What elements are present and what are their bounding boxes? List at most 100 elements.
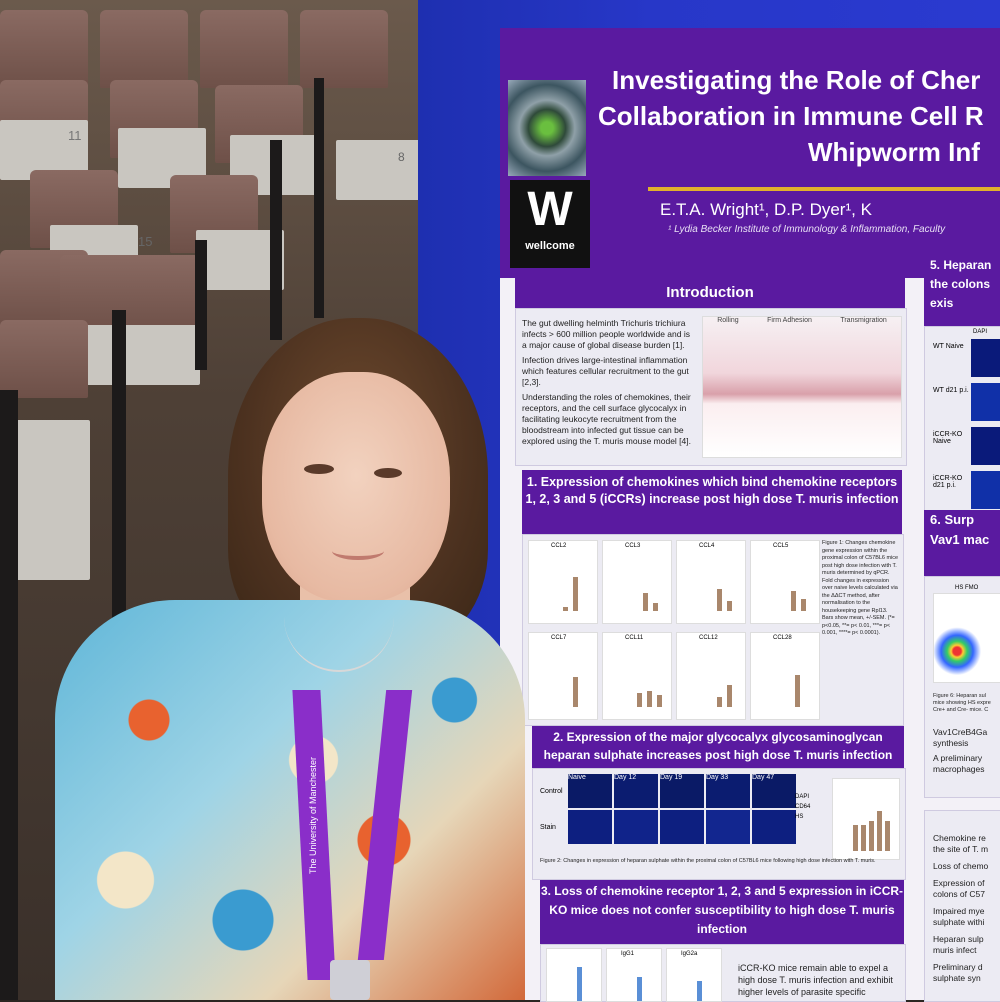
poster-title-line: Whipworm Inf [808, 137, 980, 167]
intro-bullet: Understanding the roles of chemokines, t… [522, 392, 691, 446]
row-label: WT d21 p.i. [933, 387, 969, 394]
row-label: Control [540, 788, 563, 795]
hs-coverage-chart [832, 778, 900, 860]
microscopy-image: Day 19 [660, 774, 704, 808]
section1-heading: 1. Expression of chemokines which bind c… [522, 470, 902, 534]
microscopy-image: Day 33 [706, 774, 750, 808]
section3-text: iCCR-KO mice remain able to expel a high… [738, 963, 893, 997]
section5-heading: 5. Heparan the colons exis [924, 256, 1000, 326]
microscopy-image: Naive [568, 774, 612, 808]
poster-title: Investigating the Role of Cher Collabora… [598, 62, 1000, 170]
conclusions-panel: Chemokine re the site of T. m Loss of ch… [924, 810, 1000, 1002]
plot-label: HS FMO [955, 585, 979, 591]
intro-bullet: Infection drives large-intestinal inflam… [522, 355, 689, 387]
row-label: iCCR-KO Naive [933, 431, 963, 445]
microscopy-grid: Naive Day 12 Day 19 Day 33 Day 47 Contro… [540, 774, 830, 854]
intro-diagram: Rolling Firm Adhesion Transmigration [702, 316, 902, 458]
bar-panel-label: CCL2 [551, 543, 567, 549]
flow-cytometry-plot [933, 593, 1000, 683]
poster-title-line: Collaboration in Immune Cell R [598, 101, 984, 131]
conclusion-item: Impaired mye sulphate withi [933, 906, 985, 927]
row-label: Stain [540, 824, 556, 831]
bar-panel: CCL2 [528, 540, 598, 624]
column-label: Naive [568, 774, 586, 781]
stain-legend: DAPI CD64 HS [795, 792, 810, 822]
bar-panel: CCL4 [676, 540, 746, 624]
right-eye [374, 468, 402, 478]
column-label: Day 47 [752, 774, 775, 781]
poster-authors: E.T.A. Wright¹, D.P. Dyer¹, K [660, 200, 872, 219]
conclusion-item: Chemokine re the site of T. m [933, 833, 989, 854]
column-label: DAPI [973, 329, 988, 335]
wellcome-logo: W wellcome [510, 180, 590, 268]
diagram-label: Rolling [717, 317, 739, 324]
mouth [332, 542, 384, 560]
handrail [112, 310, 126, 640]
bar-panel: CCL7 [528, 632, 598, 720]
bar-panel-label: CCL12 [699, 635, 718, 641]
seat-number: 8 [398, 150, 405, 164]
conclusion-item: Expression of colons of C57 [933, 878, 985, 899]
handrail [314, 78, 324, 318]
intro-heading: Introduction [515, 278, 905, 308]
section6-heading: 6. Surp Vav1 mac [924, 510, 1000, 576]
handrail [0, 390, 18, 1000]
bar-panel-label: CCL7 [551, 635, 567, 641]
patterned-shirt [55, 600, 525, 1000]
section3-heading: 3. Loss of chemokine receptor 1, 2, 3 an… [540, 880, 904, 946]
column-label: Day 19 [660, 774, 683, 781]
section6-bullet: Vav1CreB4Ga synthesis [933, 727, 988, 748]
wellcome-logo-letter: W [527, 183, 573, 236]
handrail [195, 240, 207, 370]
conclusion-item: Preliminary d sulphate syn [933, 962, 983, 983]
section3-charts: IgG1 IgG2a [546, 948, 726, 1002]
section2-heading: 2. Expression of the major glycocalyx gl… [532, 726, 904, 770]
microscopy-image: Day 12 [614, 774, 658, 808]
panel-label: IgG2a [681, 951, 698, 957]
left-eye [304, 464, 334, 474]
bar-panel-label: CCL5 [773, 543, 789, 549]
bar-panel-label: CCL28 [773, 635, 792, 641]
panel-label: IgG1 [621, 951, 635, 957]
wellcome-logo-text: wellcome [525, 240, 575, 252]
bar-panel-label: CCL4 [699, 543, 715, 549]
section2-caption: Figure 2: Changes in expression of hepar… [540, 858, 876, 864]
diagram-label: Transmigration [840, 317, 887, 324]
legend-item: HS [795, 814, 804, 820]
badge-clip [330, 960, 370, 1000]
column-label: Day 33 [706, 774, 729, 781]
diagram-label: Firm Adhesion [767, 317, 812, 324]
row-label: WT Naive [933, 343, 964, 350]
title-divider [648, 187, 1000, 191]
section1-figure: CCL2 CCL3 CCL4 CCL5 CCL7 CCL11 CCL12 CCL… [528, 540, 820, 720]
section6-bullet: A preliminary macrophages [933, 753, 985, 774]
logo-artwork [508, 80, 586, 176]
person-face [262, 372, 450, 602]
poster-affiliation: ¹ Lydia Becker Institute of Immunology &… [668, 224, 946, 235]
conclusion-item: Heparan sulp muris infect [933, 934, 984, 955]
section1-caption: Figure 1: Changes chemokine gene express… [822, 540, 899, 636]
column-label: Day 12 [614, 774, 637, 781]
lanyard-text: The University of Manchester [308, 756, 318, 874]
section6-caption: Figure 6: Heparan sul mice showing HS ex… [933, 693, 991, 713]
conclusion-item: Loss of chemo [933, 861, 989, 871]
necklace [284, 600, 394, 672]
bar-panel: CCL3 [602, 540, 672, 624]
intro-bullets: The gut dwelling helminth Trichuris tric… [522, 318, 697, 447]
seat-number: 11 [68, 128, 82, 143]
bar-panel-label: CCL11 [625, 635, 644, 641]
bar-panel: CCL5 [750, 540, 820, 624]
poster-title-line: Investigating the Role of Cher [612, 65, 981, 95]
section5-panel: DAPI WT Naive WT d21 p.i. iCCR-KO Naive … [924, 326, 1000, 518]
bar-panel: CCL12 [676, 632, 746, 720]
bar-panel: CCL11 [602, 632, 672, 720]
legend-item: DAPI [795, 794, 810, 800]
section6-panel: HS FMO Figure 6: Heparan sul mice showin… [924, 576, 1000, 798]
handrail [270, 140, 282, 340]
legend-item: CD64 [795, 804, 811, 810]
bar-panel-label: CCL3 [625, 543, 641, 549]
intro-bullet: The gut dwelling helminth Trichuris tric… [522, 318, 690, 350]
row-label: iCCR-KO d21 p.i. [933, 475, 963, 489]
bar-panel: CCL28 [750, 632, 820, 720]
microscopy-image: Day 47 [752, 774, 796, 808]
